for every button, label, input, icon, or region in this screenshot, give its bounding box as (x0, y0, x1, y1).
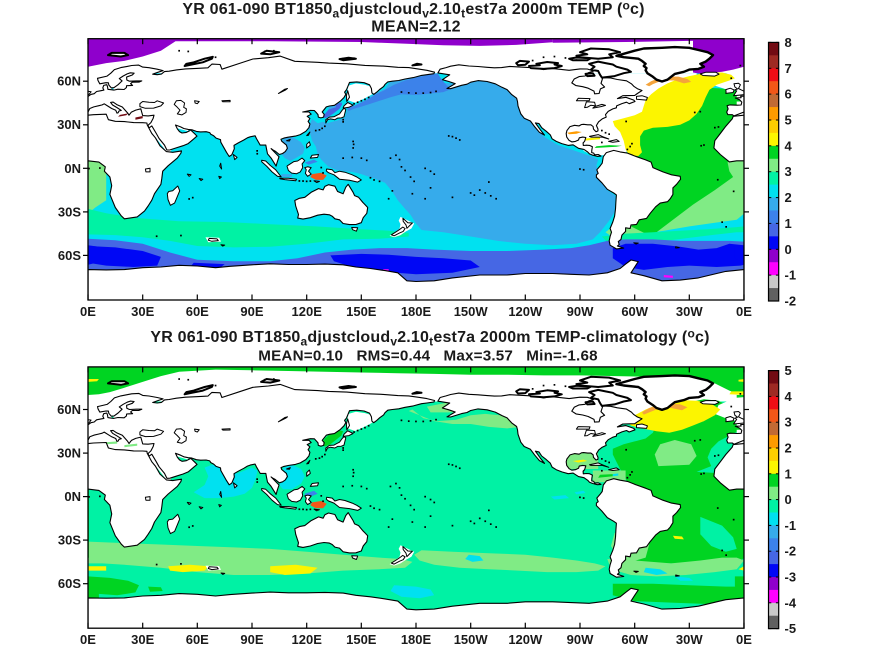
svg-text:60N: 60N (57, 74, 81, 89)
svg-text:30E: 30E (131, 304, 154, 319)
svg-text:1: 1 (785, 466, 792, 481)
svg-text:-3: -3 (785, 570, 797, 585)
svg-text:0E: 0E (736, 304, 752, 319)
svg-text:60S: 60S (58, 576, 81, 591)
svg-text:0E: 0E (80, 304, 96, 319)
svg-text:YR 061-090 BT1850adjustcloudv2: YR 061-090 BT1850adjustcloudv2.10test7a … (182, 0, 644, 21)
svg-text:30E: 30E (131, 632, 154, 647)
svg-text:6: 6 (785, 87, 792, 102)
svg-text:-5: -5 (785, 621, 797, 636)
svg-text:150W: 150W (454, 304, 489, 319)
svg-text:4: 4 (785, 138, 793, 153)
svg-text:120W: 120W (508, 632, 543, 647)
svg-text:2: 2 (785, 441, 792, 456)
svg-text:90W: 90W (567, 632, 594, 647)
svg-text:0N: 0N (64, 161, 81, 176)
svg-text:30N: 30N (57, 117, 81, 132)
svg-text:0: 0 (785, 492, 792, 507)
svg-text:90E: 90E (240, 304, 263, 319)
svg-text:8: 8 (785, 35, 792, 50)
svg-text:150E: 150E (346, 304, 377, 319)
svg-text:1: 1 (785, 216, 792, 231)
svg-text:YR 061-090 BT1850adjustcloudv2: YR 061-090 BT1850adjustcloudv2.10test7a … (150, 327, 709, 349)
svg-text:-2: -2 (785, 544, 797, 559)
svg-text:60W: 60W (621, 632, 648, 647)
svg-text:-1: -1 (785, 518, 797, 533)
svg-text:-1: -1 (785, 268, 797, 283)
svg-text:150E: 150E (346, 632, 377, 647)
svg-text:4: 4 (785, 389, 793, 404)
svg-text:30W: 30W (676, 304, 703, 319)
svg-text:60N: 60N (57, 402, 81, 417)
svg-text:-4: -4 (785, 595, 797, 610)
svg-text:120E: 120E (292, 304, 323, 319)
svg-text:-2: -2 (785, 294, 797, 309)
svg-text:0E: 0E (80, 632, 96, 647)
svg-text:0N: 0N (64, 489, 81, 504)
svg-text:7: 7 (785, 61, 792, 76)
svg-text:MEAN=0.10 RMS=0.44 Max=3.5: MEAN=0.10 RMS=0.44 Max=3.57 Min=-1.68 (258, 348, 598, 365)
svg-text:90E: 90E (240, 632, 263, 647)
svg-text:0: 0 (785, 242, 792, 257)
svg-text:30N: 30N (57, 446, 81, 461)
svg-text:5: 5 (785, 363, 792, 378)
svg-text:120W: 120W (508, 304, 543, 319)
svg-text:5: 5 (785, 113, 792, 128)
svg-text:3: 3 (785, 415, 792, 430)
svg-text:30W: 30W (676, 632, 703, 647)
svg-text:MEAN=2.12: MEAN=2.12 (371, 19, 460, 36)
svg-text:90W: 90W (567, 304, 594, 319)
svg-text:120E: 120E (292, 632, 323, 647)
svg-text:60S: 60S (58, 248, 81, 263)
svg-text:60W: 60W (621, 304, 648, 319)
svg-text:3: 3 (785, 164, 792, 179)
svg-text:0E: 0E (736, 632, 752, 647)
svg-text:150W: 150W (454, 632, 489, 647)
svg-text:60E: 60E (186, 632, 209, 647)
svg-text:60E: 60E (186, 304, 209, 319)
svg-text:180E: 180E (401, 632, 432, 647)
svg-text:30S: 30S (58, 204, 81, 219)
svg-text:180E: 180E (401, 304, 432, 319)
svg-text:30S: 30S (58, 533, 81, 548)
svg-text:2: 2 (785, 190, 792, 205)
